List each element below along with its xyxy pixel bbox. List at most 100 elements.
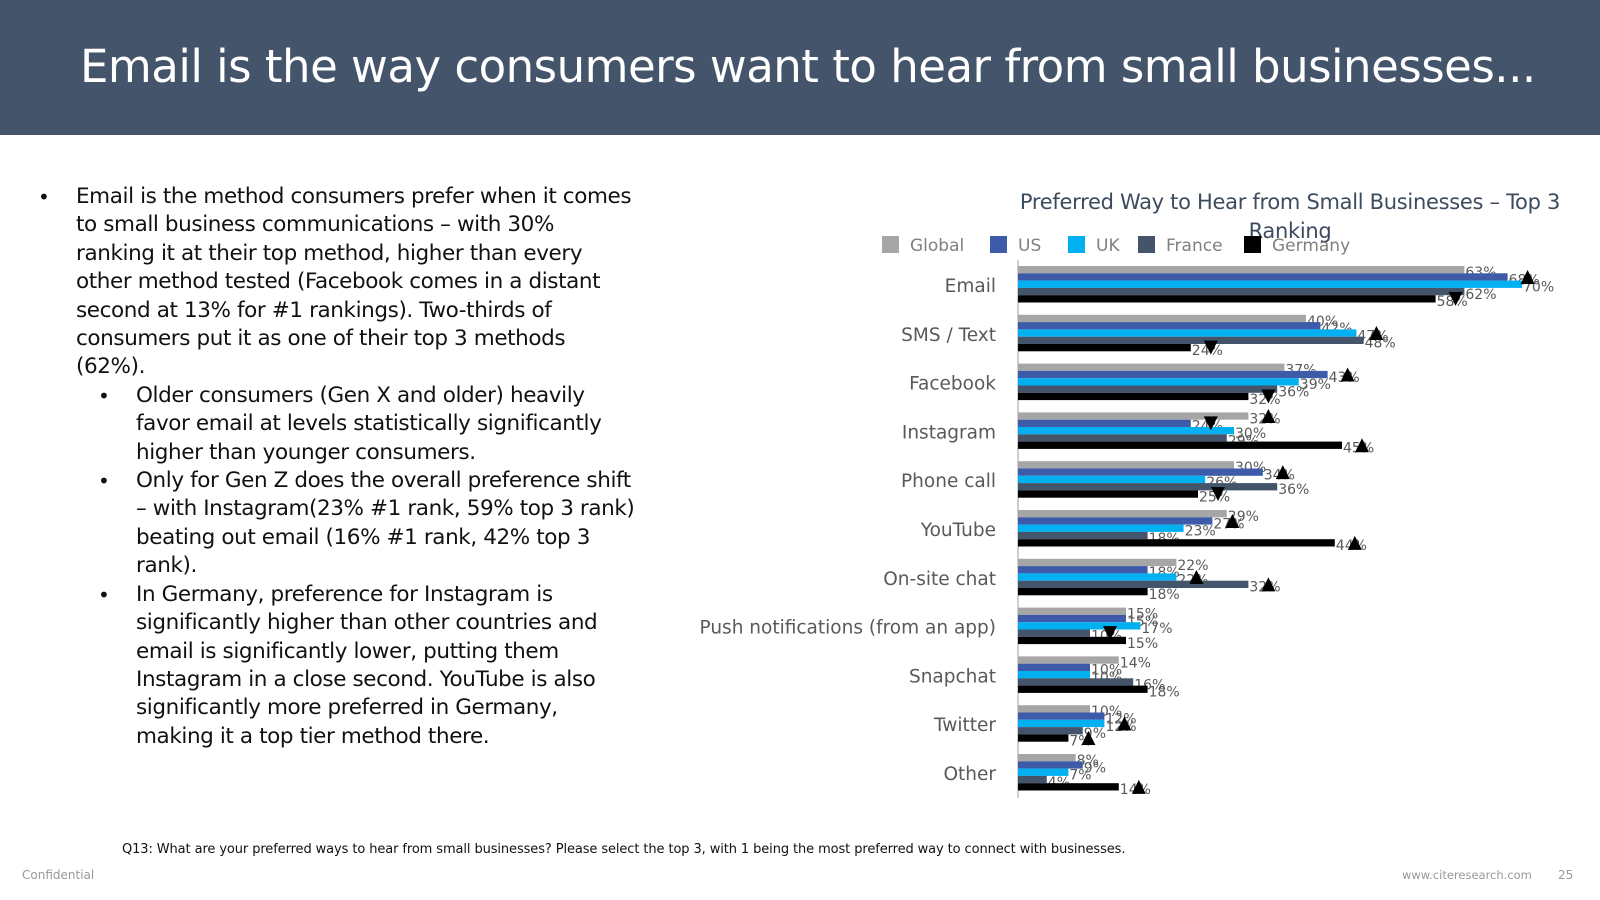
bar-sms-text-global bbox=[1018, 314, 1306, 323]
bar-instagram-us bbox=[1018, 419, 1191, 427]
significance-down-icon-push-notifications-from-an-app-france bbox=[1103, 626, 1117, 641]
confidential-label: Confidential bbox=[22, 868, 95, 882]
bar-email-germany bbox=[1018, 295, 1436, 303]
bar-other-us bbox=[1018, 761, 1083, 769]
data-label-youtube-uk: 23% bbox=[1185, 524, 1216, 540]
data-label-snapchat-global: 14% bbox=[1120, 655, 1151, 671]
legend-label-france: France bbox=[1166, 236, 1223, 256]
bar-on-site-chat-global bbox=[1018, 558, 1177, 567]
data-label-snapchat-us: 10% bbox=[1091, 663, 1122, 679]
bar-phone-call-us bbox=[1018, 468, 1263, 476]
bar-twitter-uk bbox=[1018, 719, 1105, 728]
data-label-instagram-uk: 30% bbox=[1235, 426, 1266, 442]
category-label-youtube: YouTube bbox=[920, 520, 996, 541]
bar-push-notifications-from-an-app-uk bbox=[1018, 622, 1141, 630]
bullet-text: Older consumers (Gen X and older) heavil… bbox=[136, 382, 602, 465]
bar-on-site-chat-france bbox=[1018, 580, 1249, 588]
bar-youtube-uk bbox=[1018, 524, 1184, 532]
bar-twitter-us bbox=[1018, 712, 1105, 720]
bar-youtube-global bbox=[1018, 510, 1227, 518]
category-label-instagram: Instagram bbox=[902, 422, 996, 443]
category-label-email: Email bbox=[945, 276, 996, 297]
bullet-icon: • bbox=[98, 383, 110, 408]
data-label-facebook-uk: 39% bbox=[1300, 377, 1331, 393]
significance-up-icon-twitter-germany bbox=[1081, 731, 1096, 746]
sub-bullet-item: • Only for Gen Z does the overall prefere… bbox=[38, 467, 638, 581]
data-label-snapchat-germany: 18% bbox=[1149, 685, 1180, 701]
bar-instagram-france bbox=[1018, 434, 1227, 442]
footnote: Q13: What are your preferred ways to hea… bbox=[122, 842, 1126, 857]
bar-other-germany bbox=[1018, 783, 1119, 791]
legend-swatch-global bbox=[882, 236, 899, 253]
bar-instagram-global bbox=[1018, 412, 1249, 420]
bar-facebook-global bbox=[1018, 363, 1285, 371]
header-banner bbox=[0, 0, 1600, 135]
bullet-item: • Email is the method consumers prefer wh… bbox=[38, 183, 638, 382]
data-label-push-notifications-from-an-app-global: 15% bbox=[1127, 607, 1158, 623]
bullet-icon: • bbox=[98, 469, 110, 494]
legend-swatch-uk bbox=[1068, 236, 1085, 253]
bar-push-notifications-from-an-app-us bbox=[1018, 614, 1126, 623]
significance-up-icon-facebook-us bbox=[1340, 367, 1355, 382]
significance-up-icon-sms-text-uk bbox=[1369, 326, 1384, 341]
bar-snapchat-germany bbox=[1018, 685, 1148, 693]
bar-email-france bbox=[1018, 287, 1465, 296]
bullet-text: In Germany, preference for Instagram is … bbox=[136, 581, 598, 749]
category-label-snapchat: Snapchat bbox=[909, 666, 996, 687]
significance-up-icon-youtube-us bbox=[1225, 513, 1240, 528]
significance-down-icon-instagram-us bbox=[1203, 416, 1218, 431]
data-label-email-france: 62% bbox=[1465, 287, 1496, 303]
legend-label-uk: UK bbox=[1096, 236, 1120, 256]
bar-youtube-germany bbox=[1018, 539, 1335, 547]
bar-snapchat-global bbox=[1018, 656, 1119, 664]
legend-label-us: US bbox=[1018, 236, 1041, 256]
data-label-twitter-us: 12% bbox=[1105, 712, 1136, 728]
significance-up-icon-youtube-germany bbox=[1347, 535, 1362, 550]
category-label-phone-call: Phone call bbox=[901, 471, 996, 492]
bar-push-notifications-from-an-app-germany bbox=[1018, 636, 1126, 645]
bar-other-france bbox=[1018, 775, 1047, 784]
legend-swatch-us bbox=[990, 236, 1007, 253]
category-label-other: Other bbox=[943, 764, 996, 785]
bar-on-site-chat-germany bbox=[1018, 588, 1148, 596]
significance-up-icon-other-germany bbox=[1131, 779, 1146, 794]
chart-title: Preferred Way to Hear from Small Busines… bbox=[1019, 190, 1561, 243]
bar-snapchat-us bbox=[1018, 663, 1090, 671]
bar-email-global bbox=[1018, 266, 1465, 274]
bar-twitter-france bbox=[1018, 727, 1083, 735]
category-label-push-notifications-from-an-app: Push notifications (from an app) bbox=[700, 618, 997, 639]
data-label-on-site-chat-global: 22% bbox=[1177, 558, 1208, 574]
slide-title: Email is the way consumers want to hear … bbox=[80, 40, 1536, 93]
bar-other-global bbox=[1018, 754, 1076, 762]
significance-up-icon-twitter-uk bbox=[1117, 716, 1132, 731]
legend-label-global: Global bbox=[910, 236, 964, 256]
bar-phone-call-france bbox=[1018, 483, 1278, 491]
data-label-email-germany: 58% bbox=[1437, 294, 1468, 310]
bar-youtube-france bbox=[1018, 531, 1148, 540]
legend-label-germany: Germany bbox=[1272, 236, 1350, 256]
significance-down-icon-facebook-germany bbox=[1261, 389, 1276, 404]
bar-email-uk bbox=[1018, 280, 1522, 288]
data-label-other-us: 9% bbox=[1084, 760, 1106, 776]
bar-sms-text-france bbox=[1018, 336, 1364, 344]
bar-phone-call-global bbox=[1018, 461, 1234, 469]
bar-facebook-germany bbox=[1018, 392, 1249, 401]
bar-twitter-global bbox=[1018, 705, 1090, 713]
significance-down-icon-phone-call-germany bbox=[1211, 487, 1225, 502]
bar-facebook-uk bbox=[1018, 378, 1299, 386]
bar-phone-call-uk bbox=[1018, 475, 1206, 484]
significance-up-icon-on-site-chat-france bbox=[1261, 577, 1276, 592]
sub-bullet-item: • In Germany, preference for Instagram is… bbox=[38, 581, 638, 751]
page-number: 25 bbox=[1558, 868, 1574, 882]
bar-instagram-germany bbox=[1018, 441, 1342, 449]
significance-up-icon-instagram-germany bbox=[1355, 438, 1369, 453]
bar-youtube-us bbox=[1018, 517, 1213, 525]
bar-push-notifications-from-an-app-global bbox=[1018, 607, 1126, 615]
significance-down-icon-sms-text-germany bbox=[1203, 340, 1218, 355]
bar-on-site-chat-uk bbox=[1018, 573, 1177, 581]
significance-up-icon-on-site-chat-uk bbox=[1189, 570, 1204, 585]
category-label-sms-text: SMS / Text bbox=[901, 325, 996, 346]
category-label-facebook: Facebook bbox=[909, 374, 996, 395]
bar-sms-text-us bbox=[1018, 322, 1321, 330]
